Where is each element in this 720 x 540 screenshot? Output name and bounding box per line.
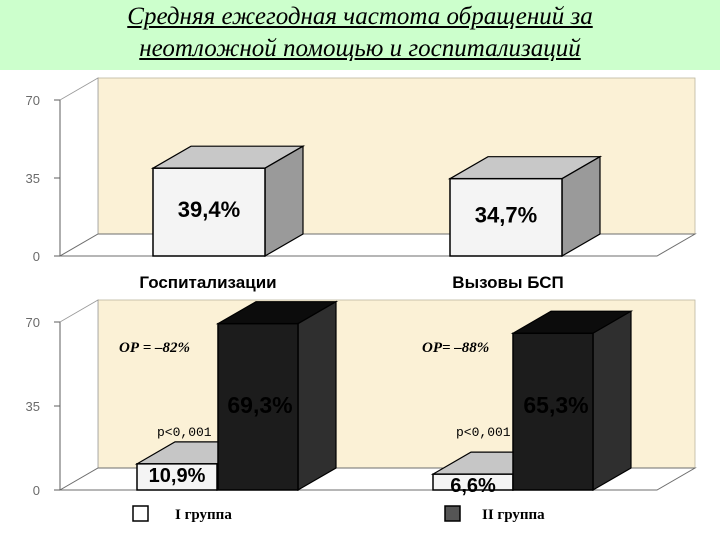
y-tick-label: 35: [26, 171, 40, 186]
bar-value-label: 34,7%: [475, 202, 537, 227]
bar-value-label: 10,9%: [149, 465, 206, 487]
legend-swatch-group-2: [444, 505, 461, 522]
bar-overall: [449, 177, 563, 257]
chart-title-line-1: Средняя ежегодная частота обращений за: [127, 3, 593, 30]
legend-swatch-group-1: [132, 505, 149, 522]
category-label: Госпитализации: [139, 273, 276, 292]
y-tick-label: 0: [33, 483, 40, 498]
bar-group-2: [217, 322, 299, 491]
bar-value-label: 39,4%: [178, 197, 240, 222]
bar-value-label: 65,3%: [523, 392, 588, 418]
bar-group-2: [512, 332, 594, 491]
bar-value-label: 6,6%: [450, 475, 496, 497]
plot-side-wall: [59, 299, 99, 491]
title-banner: [0, 0, 720, 70]
plot-side-wall: [59, 77, 99, 257]
bar-group-2-side: [297, 300, 337, 492]
chart-title-line-2: неотложной помощью и госпитализаций: [139, 35, 581, 62]
y-tick-label: 35: [26, 399, 40, 414]
bar-value-label: 69,3%: [227, 392, 292, 418]
legend-label-group-1: I группа: [175, 507, 232, 523]
relative-risk-annotation: ОР = –82%: [119, 340, 190, 356]
y-tick-label: 70: [26, 315, 40, 330]
bar-group-2-side: [592, 310, 632, 492]
legend-label-group-2: II группа: [482, 507, 545, 523]
p-value-annotation: р<0,001: [157, 425, 212, 440]
y-tick-label: 0: [33, 249, 40, 264]
bar-group-1: [136, 463, 218, 491]
p-value-annotation: р<0,001: [456, 425, 511, 440]
y-tick-label: 70: [26, 93, 40, 108]
category-label: Вызовы БСП: [452, 273, 563, 292]
bar-overall: [152, 167, 266, 257]
relative-risk-annotation: ОР= –88%: [422, 340, 489, 356]
